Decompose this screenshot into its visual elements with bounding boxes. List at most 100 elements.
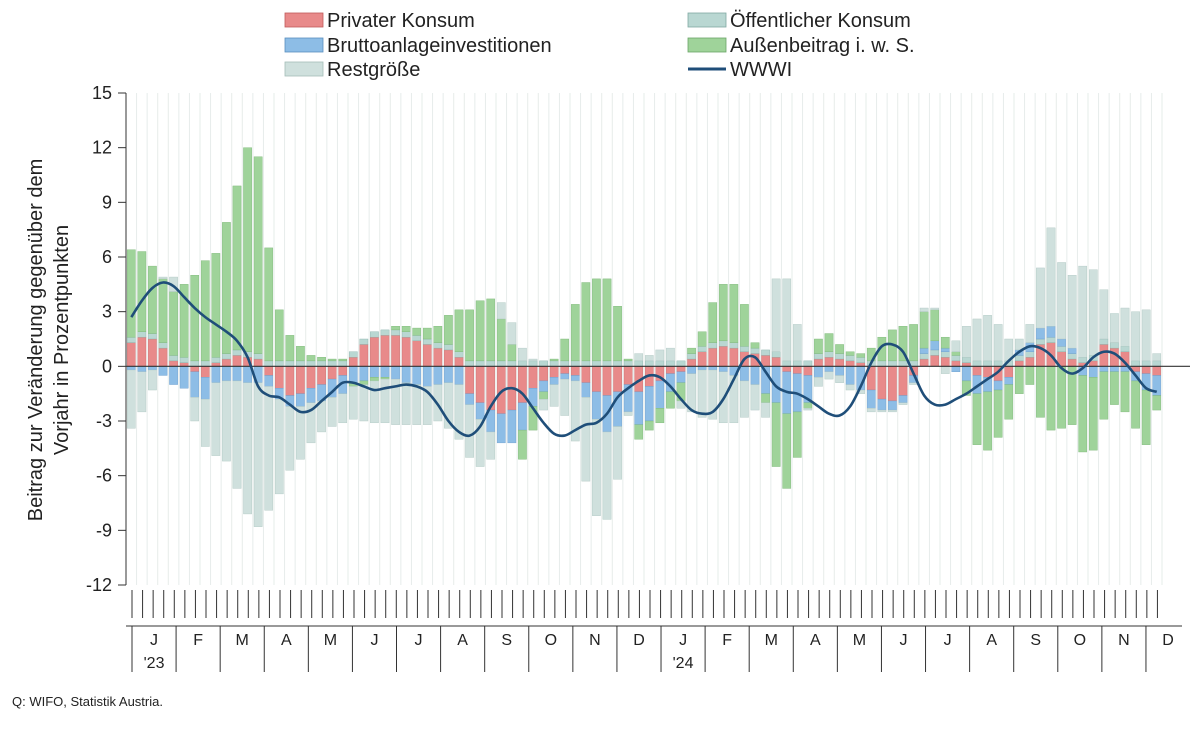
bar-restgroesse (1088, 269, 1098, 356)
bar-restgroesse (158, 276, 168, 280)
bar-oeffentlicher-konsum (359, 338, 369, 345)
legend-item-wwwi[interactable]: WWWI (688, 59, 792, 81)
bar-oeffentlicher-konsum (1131, 360, 1140, 367)
bar-aussenbeitrag (1046, 366, 1056, 431)
bar-restgroesse (803, 408, 813, 411)
bar-aussenbeitrag (380, 377, 390, 380)
bar-oeffentlicher-konsum (274, 360, 284, 367)
x-month-label: J (150, 632, 158, 649)
bar-aussenbeitrag (486, 298, 496, 362)
bar-aussenbeitrag (190, 275, 200, 362)
bar-bruttoanlageinvestitionen (930, 340, 940, 351)
bar-aussenbeitrag (126, 249, 136, 338)
bar-bruttoanlageinvestitionen (644, 386, 654, 422)
bar-oeffentlicher-konsum (465, 360, 474, 367)
wwwi-line (130, 281, 1158, 438)
bar-oeffentlicher-konsum (444, 344, 453, 351)
x-month-label: M (236, 632, 249, 649)
bar-restgroesse (296, 406, 305, 460)
bar-aussenbeitrag (962, 380, 971, 396)
legend-item-oeffentlicher-konsum[interactable]: Öffentlicher Konsum (687, 10, 911, 32)
bar-bruttoanlageinvestitionen (1088, 366, 1098, 378)
bar-oeffentlicher-konsum (708, 342, 718, 349)
bar-bruttoanlageinvestitionen (158, 366, 168, 376)
bar-aussenbeitrag (232, 185, 242, 351)
bar-restgroesse (444, 382, 453, 429)
bar-bruttoanlageinvestitionen (877, 398, 887, 411)
grid (125, 93, 1163, 585)
y-tick-label: -6 (96, 466, 112, 486)
bar-privater-konsum (391, 335, 400, 367)
bar-aussenbeitrag (824, 333, 834, 352)
bar-bruttoanlageinvestitionen (687, 366, 696, 374)
bar-bruttoanlageinvestitionen (718, 366, 728, 373)
bar-aussenbeitrag (296, 346, 305, 362)
bar-bruttoanlageinvestitionen (570, 375, 580, 382)
legend-item-privater-konsum[interactable]: Privater Konsum (284, 10, 475, 32)
bar-bruttoanlageinvestitionen (518, 402, 527, 431)
bar-oeffentlicher-konsum (856, 357, 866, 363)
bar-privater-konsum (465, 366, 474, 394)
bar-bruttoanlageinvestitionen (676, 371, 686, 383)
bar-aussenbeitrag (401, 326, 411, 332)
bar-aussenbeitrag (993, 389, 1003, 438)
x-month-label: O (545, 632, 557, 649)
bar-bruttoanlageinvestitionen (359, 366, 369, 382)
bar-aussenbeitrag (1120, 371, 1130, 413)
bar-oeffentlicher-konsum (613, 360, 622, 367)
bar-privater-konsum (877, 366, 887, 400)
bar-restgroesse (570, 380, 580, 442)
bar-restgroesse (475, 418, 485, 467)
bar-oeffentlicher-konsum (919, 353, 929, 360)
bar-bruttoanlageinvestitionen (898, 395, 908, 403)
bar-aussenbeitrag (761, 393, 770, 403)
bar-aussenbeitrag (972, 393, 982, 445)
bar-restgroesse (137, 371, 147, 413)
bar-aussenbeitrag (718, 284, 728, 342)
bar-restgroesse (1110, 313, 1119, 343)
bar-privater-konsum (296, 366, 305, 394)
bar-aussenbeitrag (1099, 371, 1109, 420)
bar-restgroesse (782, 278, 792, 362)
bar-privater-konsum (222, 358, 231, 367)
bar-aussenbeitrag (750, 342, 760, 349)
legend: Privater Konsum Öffentlicher Konsum Brut… (284, 10, 915, 81)
bar-bruttoanlageinvestitionen (560, 373, 570, 380)
bar-privater-konsum (581, 366, 591, 383)
bar-aussenbeitrag (845, 351, 855, 356)
legend-label-restgroesse: Restgröße (327, 59, 420, 81)
bar-bruttoanlageinvestitionen (814, 366, 823, 378)
bar-bruttoanlageinvestitionen (750, 366, 760, 385)
bar-oeffentlicher-konsum (222, 353, 231, 360)
bar-restgroesse (866, 408, 876, 413)
bar-bruttoanlageinvestitionen (433, 366, 443, 385)
bar-aussenbeitrag (792, 411, 802, 458)
bar-restgroesse (232, 380, 242, 489)
y-axis: 15 12 9 6 3 0 -3 -6 -9 -12 (86, 83, 127, 595)
bar-oeffentlicher-konsum (148, 333, 157, 340)
bar-privater-konsum (1067, 358, 1077, 367)
bar-aussenbeitrag (1078, 375, 1088, 453)
bar-oeffentlicher-konsum (1099, 338, 1109, 345)
bar-aussenbeitrag (475, 300, 485, 362)
bar-restgroesse (1152, 353, 1162, 362)
x-month-label: M (765, 632, 778, 649)
bar-restgroesse (401, 382, 411, 425)
legend-item-restgroesse[interactable]: Restgröße (284, 59, 420, 81)
bar-privater-konsum (475, 366, 485, 403)
bar-restgroesse (327, 397, 337, 427)
legend-item-bruttoanlageinvestitionen[interactable]: Bruttoanlageinvestitionen (284, 35, 552, 57)
bar-oeffentlicher-konsum (560, 360, 570, 367)
bar-oeffentlicher-konsum (158, 342, 168, 349)
bar-aussenbeitrag (602, 278, 612, 362)
legend-item-aussenbeitrag[interactable]: Außenbeitrag i. w. S. (687, 35, 915, 57)
bar-aussenbeitrag (729, 284, 739, 343)
bar-bruttoanlageinvestitionen (1046, 326, 1056, 338)
bar-restgroesse (697, 369, 707, 418)
bar-oeffentlicher-konsum (940, 351, 950, 358)
bar-oeffentlicher-konsum (771, 351, 781, 358)
bar-aussenbeitrag (433, 326, 443, 343)
x-month-label: D (1162, 632, 1174, 649)
bar-bruttoanlageinvestitionen (866, 389, 876, 409)
bar-aussenbeitrag (644, 420, 654, 431)
